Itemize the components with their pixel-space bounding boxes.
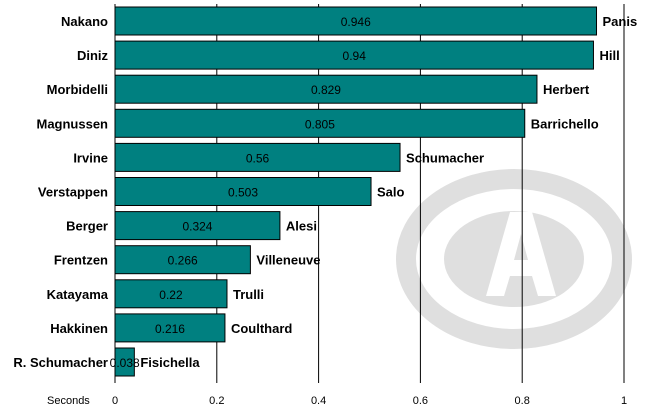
value-label: 0.038 [110,356,140,370]
value-label: 0.56 [246,151,270,165]
bar [114,347,135,377]
x-tick-label: 0.4 [311,395,326,407]
category-label: Irvine [73,150,108,165]
watermark-logo [396,169,632,349]
bar [114,74,538,104]
teammate-label: Herbert [543,82,590,97]
teammate-label: Salo [377,185,405,200]
value-label: 0.946 [341,15,371,29]
category-label: Diniz [77,48,109,63]
x-tick-label: 1 [621,395,627,407]
category-label: Verstappen [38,185,108,200]
teammate-label: Barrichello [531,116,599,131]
bar [114,313,226,343]
teammate-label: Schumacher [406,150,484,165]
teammate-label: Alesi [286,219,317,234]
value-label: 0.829 [311,83,341,97]
teammate-label: Hill [599,48,619,63]
x-axis-title: Seconds [47,395,90,407]
bar [114,142,401,172]
value-label: 0.503 [228,186,258,200]
bar [114,108,526,138]
x-tick-label: 0.2 [209,395,224,407]
x-tick-label: 0.6 [413,395,428,407]
category-label: Nakano [61,14,108,29]
value-label: 0.266 [168,254,198,268]
category-label: Hakkinen [50,321,108,336]
category-label: Frentzen [54,253,108,268]
bar [114,211,281,241]
value-label: 0.216 [155,322,185,336]
bars: Nakano 0.946 Panis Diniz 0.94 Hill Morbidelli 0… [13,6,638,377]
bar [114,40,594,70]
teammate-label: Coulthard [231,321,292,336]
bar [114,6,598,36]
value-label: 0.324 [182,220,212,234]
bar [114,279,228,309]
category-label: Katayama [47,287,109,302]
category-label: Magnussen [36,116,108,131]
category-label: Morbidelli [47,82,108,97]
bar [114,177,372,206]
category-label: Berger [66,219,108,234]
x-tick-label: 0 [112,395,118,407]
teammate-label: Villeneuve [256,253,320,268]
x-axis-ticks: 0 0.2 0.4 0.6 0.8 1 [112,395,627,407]
bar [114,245,251,275]
teammate-label: Trulli [233,287,264,302]
x-tick-label: 0.8 [515,395,530,407]
value-label: 0.805 [305,117,335,131]
teammate-label: Panis [603,14,638,29]
value-label: 0.94 [343,49,367,63]
category-label: R. Schumacher [13,355,108,370]
teammate-label: Fisichella [140,355,200,370]
value-label: 0.22 [159,288,183,302]
